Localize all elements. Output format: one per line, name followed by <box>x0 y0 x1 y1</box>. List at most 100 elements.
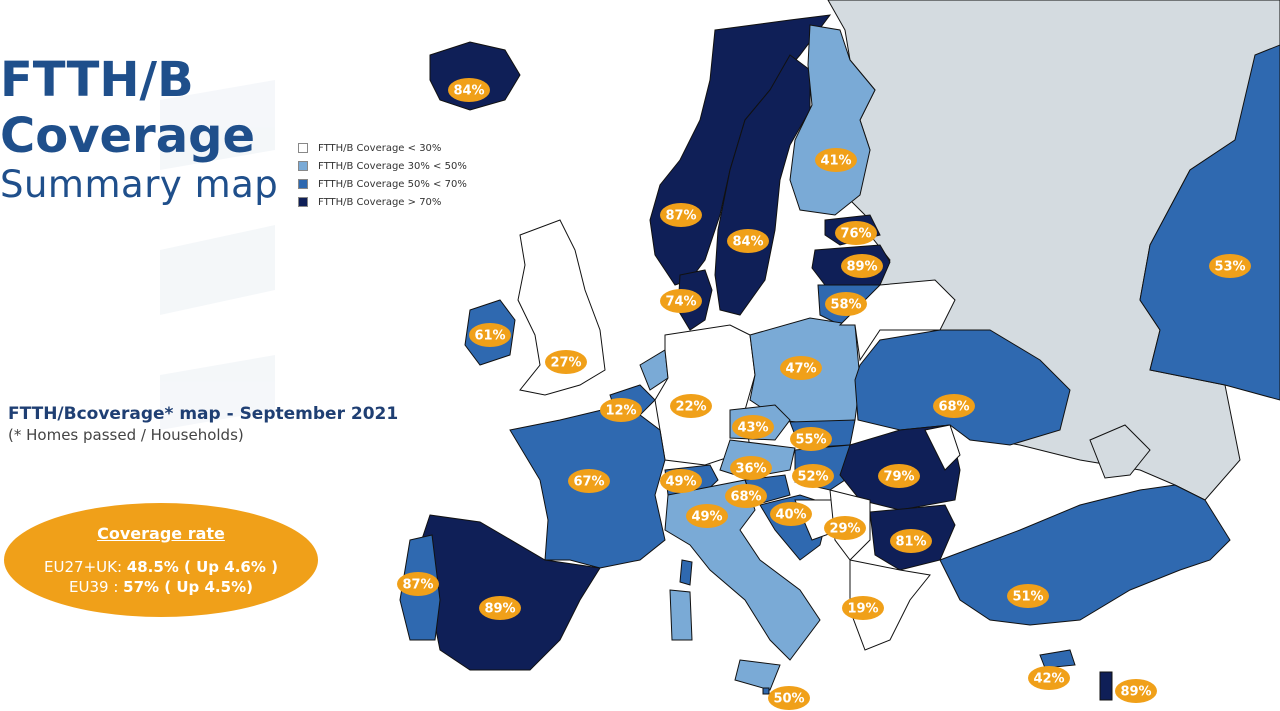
coverage-label-bubble <box>792 464 834 488</box>
coverage-eu39-value: 57% ( Up 4.5%) <box>123 577 253 596</box>
coverage-label-text: 49% <box>665 475 696 490</box>
coverage-eu27-line: EU27+UK: 48.5% ( Up 4.6% ) <box>44 557 278 577</box>
coverage-label-bubble <box>660 469 702 493</box>
coverage-label-bubble <box>1007 584 1049 608</box>
coverage-label: 27% <box>545 350 587 374</box>
coverage-label: 52% <box>792 464 834 488</box>
sicily <box>734 659 781 691</box>
coverage-label: 76% <box>835 221 877 245</box>
coverage-label-bubble <box>568 469 610 493</box>
coverage-label: 42% <box>1028 666 1070 690</box>
coverage-label: 67% <box>568 469 610 493</box>
coverage-label-text: 43% <box>737 421 768 436</box>
coverage-label: 51% <box>1007 584 1049 608</box>
coverage-label-text: 52% <box>797 470 828 485</box>
coverage-label-text: 36% <box>735 462 766 477</box>
coverage-label-text: 19% <box>847 602 878 617</box>
coverage-label-bubble <box>842 596 884 620</box>
coverage-label: 29% <box>824 516 866 540</box>
coverage-label: 89% <box>1115 679 1157 703</box>
coverage-label: 68% <box>933 394 975 418</box>
coverage-label-bubble <box>770 502 812 526</box>
coverage-eu39-line: EU39 : 57% ( Up 4.5%) <box>69 577 253 597</box>
coverage-label-bubble <box>727 229 769 253</box>
legend-swatch <box>298 197 308 207</box>
coverage-label: 84% <box>448 78 490 102</box>
caption-subtitle: (* Homes passed / Households) <box>8 426 244 444</box>
coverage-label: 81% <box>890 529 932 553</box>
title-line-3: Summary map <box>0 163 279 206</box>
coverage-label-text: 40% <box>775 508 806 523</box>
coverage-label-bubble <box>841 254 883 278</box>
coverage-eu39-label: EU39 : <box>69 577 124 596</box>
coverage-label-text: 87% <box>665 209 696 224</box>
coverage-label-text: 55% <box>795 433 826 448</box>
legend-swatch <box>298 143 308 153</box>
legend-label: FTTH/B Coverage > 70% <box>318 196 442 208</box>
israel <box>1099 671 1113 701</box>
coverage-label-bubble <box>890 529 932 553</box>
coverage-label-text: 47% <box>785 362 816 377</box>
coverage-label-bubble <box>600 398 642 422</box>
legend-label: FTTH/B Coverage < 30% <box>318 142 442 154</box>
coverage-label: 19% <box>842 596 884 620</box>
legend-item: FTTH/B Coverage 50% < 70% <box>298 175 467 193</box>
coverage-label-text: 61% <box>474 329 505 344</box>
legend-label: FTTH/B Coverage 30% < 50% <box>318 160 467 172</box>
coverage-label-text: 87% <box>402 578 433 593</box>
coverage-label-bubble <box>397 572 439 596</box>
sardinia <box>669 589 693 641</box>
coverage-label-text: 89% <box>484 602 515 617</box>
coverage-label: 87% <box>397 572 439 596</box>
coverage-label-text: 27% <box>550 356 581 371</box>
coverage-label-bubble <box>660 203 702 227</box>
title-line-1: FTTH/B <box>0 52 194 108</box>
coverage-label: 89% <box>479 596 521 620</box>
legend-item: FTTH/B Coverage > 70% <box>298 193 467 211</box>
coverage-label-bubble <box>815 148 857 172</box>
coverage-label-bubble <box>479 596 521 620</box>
coverage-label-bubble <box>660 289 702 313</box>
coverage-eu27-value: 48.5% ( Up 4.6% ) <box>126 557 278 576</box>
coverage-label-text: 49% <box>691 510 722 525</box>
legend-item: FTTH/B Coverage < 30% <box>298 139 467 157</box>
coverage-label-bubble <box>878 464 920 488</box>
legend: FTTH/B Coverage < 30% FTTH/B Coverage 30… <box>298 139 467 211</box>
coverage-label-text: 12% <box>605 404 636 419</box>
coverage-label-text: 89% <box>1120 685 1151 700</box>
coverage-label: 53% <box>1209 254 1251 278</box>
moldova <box>924 424 961 471</box>
coverage-label-text: 42% <box>1033 672 1064 687</box>
turkey <box>939 484 1231 626</box>
coverage-label: 36% <box>730 456 772 480</box>
corsica <box>679 559 693 586</box>
coverage-label: 40% <box>770 502 812 526</box>
coverage-label: 12% <box>600 398 642 422</box>
coverage-label-bubble <box>1028 666 1070 690</box>
coverage-label-bubble <box>825 292 867 316</box>
coverage-label: 55% <box>790 427 832 451</box>
coverage-label-bubble <box>780 356 822 380</box>
coverage-label-text: 50% <box>773 692 804 707</box>
legend-swatch <box>298 161 308 171</box>
coverage-label: 49% <box>686 504 728 528</box>
coverage-label: 89% <box>841 254 883 278</box>
coverage-label: 74% <box>660 289 702 313</box>
coverage-label: 84% <box>727 229 769 253</box>
coverage-label-bubble <box>725 484 767 508</box>
coverage-label-text: 41% <box>820 154 851 169</box>
russia-east <box>1139 44 1280 401</box>
coverage-label-bubble <box>835 221 877 245</box>
coverage-label-bubble <box>768 686 810 710</box>
coverage-label-bubble <box>933 394 975 418</box>
coverage-label: 79% <box>878 464 920 488</box>
coverage-label: 41% <box>815 148 857 172</box>
coverage-label-bubble <box>1209 254 1251 278</box>
coverage-label: 43% <box>732 415 774 439</box>
decorative-panels <box>160 80 275 430</box>
finland <box>789 24 876 216</box>
coverage-label-bubble <box>545 350 587 374</box>
coverage-label-text: 84% <box>732 235 763 250</box>
